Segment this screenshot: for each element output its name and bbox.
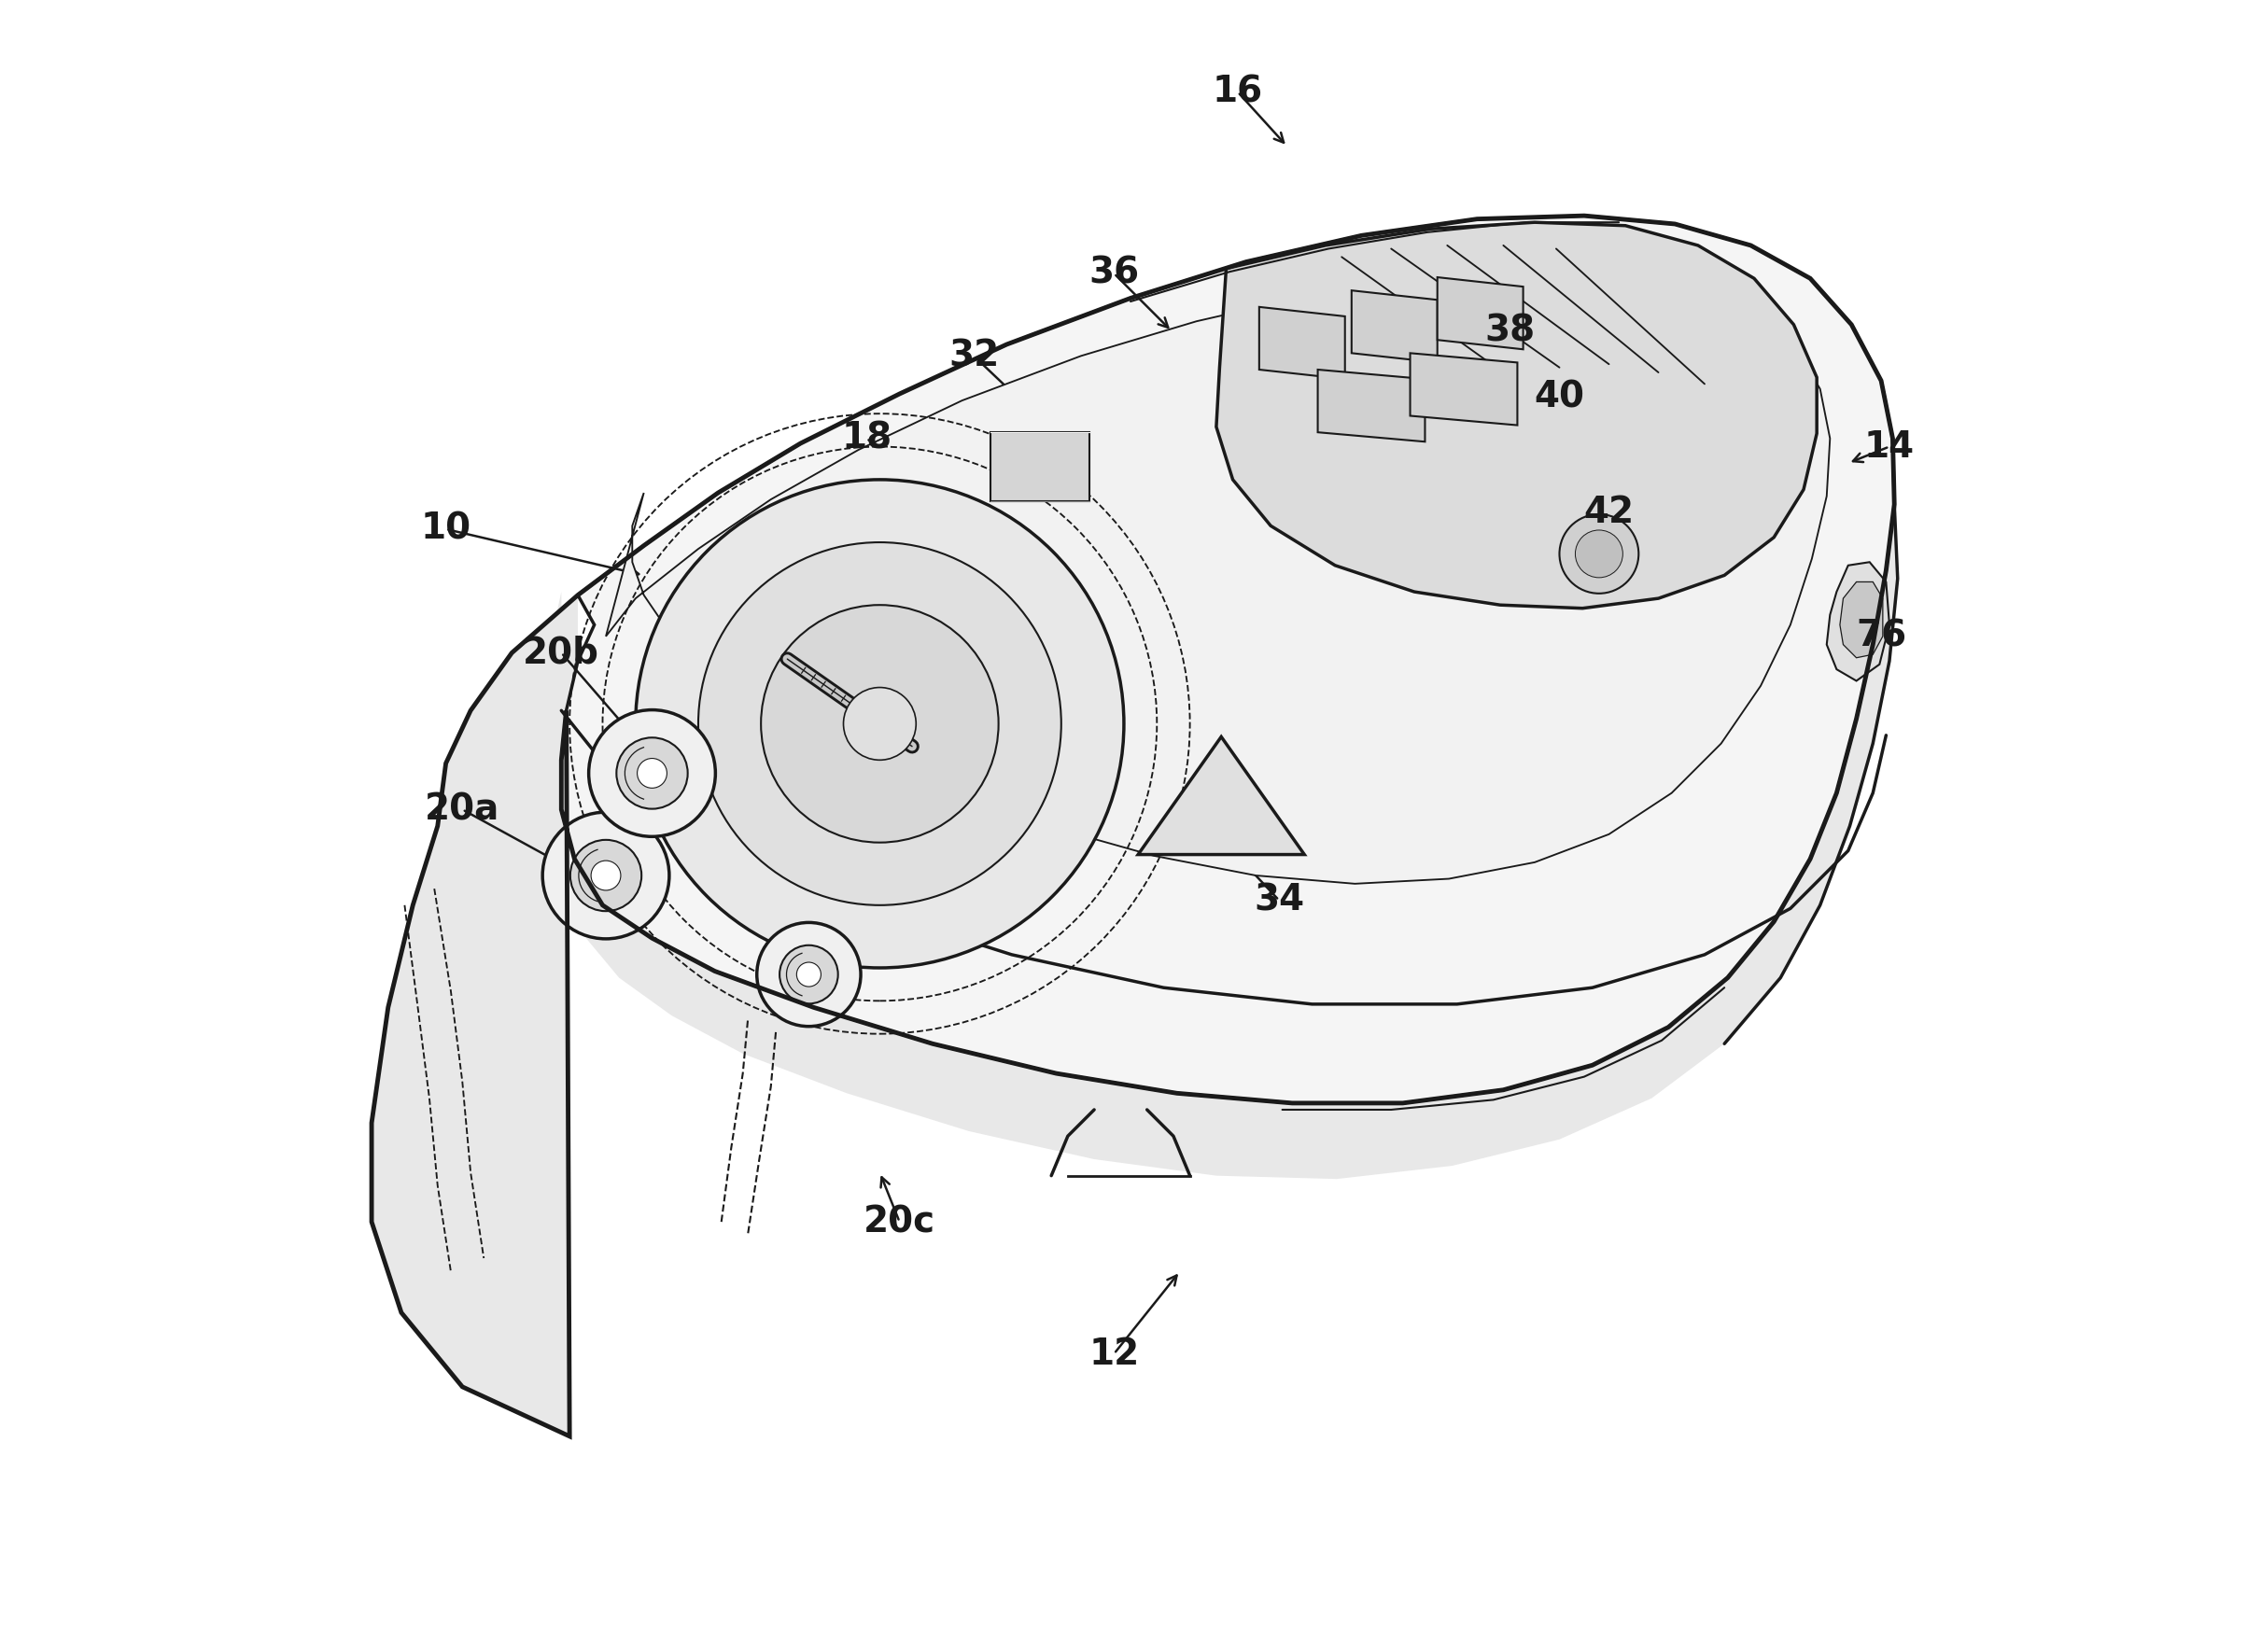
Circle shape bbox=[638, 758, 667, 788]
Text: 36: 36 bbox=[1090, 256, 1140, 291]
Polygon shape bbox=[1438, 278, 1524, 349]
Text: 40: 40 bbox=[1535, 380, 1585, 415]
Polygon shape bbox=[1840, 582, 1883, 657]
Text: 32: 32 bbox=[947, 339, 999, 373]
Circle shape bbox=[617, 737, 687, 809]
Text: 20b: 20b bbox=[522, 634, 599, 671]
Polygon shape bbox=[1827, 562, 1890, 681]
Polygon shape bbox=[561, 216, 1895, 1104]
Text: 14: 14 bbox=[1863, 430, 1915, 464]
Polygon shape bbox=[1137, 737, 1305, 854]
Text: 76: 76 bbox=[1856, 618, 1906, 654]
Text: 16: 16 bbox=[1212, 74, 1264, 109]
Polygon shape bbox=[990, 431, 1090, 501]
Circle shape bbox=[588, 710, 714, 836]
Circle shape bbox=[762, 605, 999, 843]
Text: 42: 42 bbox=[1583, 496, 1635, 530]
Circle shape bbox=[570, 839, 642, 912]
Text: 38: 38 bbox=[1485, 314, 1535, 349]
Text: 18: 18 bbox=[841, 421, 891, 456]
Text: 34: 34 bbox=[1253, 882, 1305, 919]
Circle shape bbox=[699, 542, 1060, 905]
Text: 12: 12 bbox=[1090, 1336, 1140, 1371]
Circle shape bbox=[843, 687, 916, 760]
Polygon shape bbox=[1259, 307, 1345, 378]
Circle shape bbox=[757, 922, 861, 1026]
Circle shape bbox=[780, 945, 839, 1004]
Polygon shape bbox=[371, 216, 1897, 1436]
Polygon shape bbox=[1352, 291, 1438, 362]
Polygon shape bbox=[1411, 354, 1517, 425]
Polygon shape bbox=[606, 269, 1829, 884]
Circle shape bbox=[543, 813, 669, 938]
Text: 20a: 20a bbox=[425, 791, 500, 828]
Circle shape bbox=[635, 479, 1124, 968]
Text: 10: 10 bbox=[421, 512, 470, 547]
Circle shape bbox=[796, 961, 821, 986]
Text: 20c: 20c bbox=[864, 1204, 936, 1239]
Polygon shape bbox=[1216, 223, 1818, 608]
Circle shape bbox=[590, 861, 622, 890]
Polygon shape bbox=[1318, 370, 1424, 441]
Circle shape bbox=[1576, 530, 1623, 578]
Circle shape bbox=[1560, 514, 1639, 593]
